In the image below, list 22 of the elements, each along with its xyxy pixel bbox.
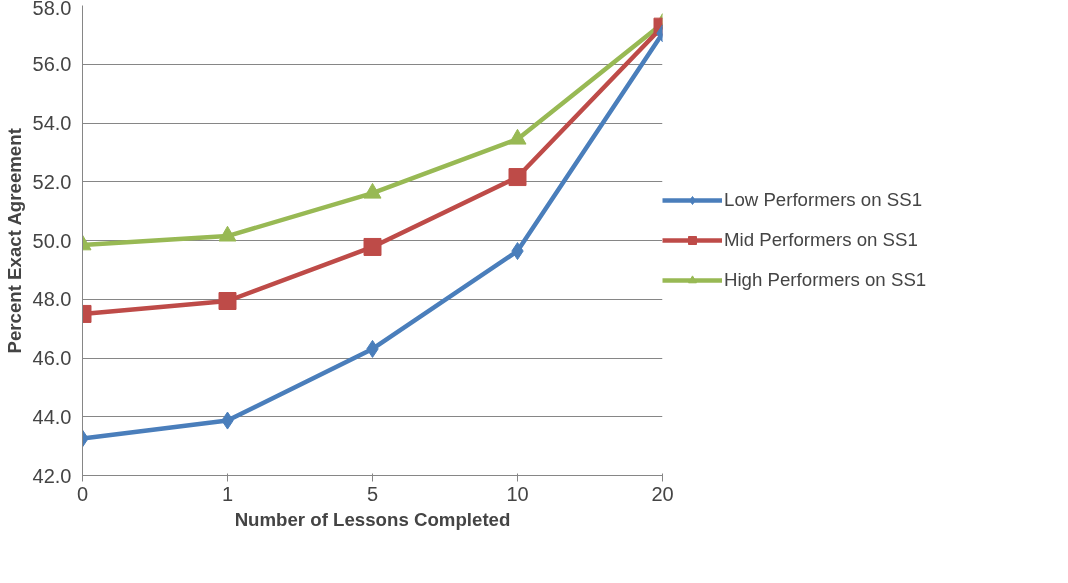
y-tick-label: 44.0 <box>32 405 72 428</box>
x-tick-label: 0 <box>76 482 89 505</box>
y-tick-label: 58.0 <box>32 0 72 19</box>
y-tick-label: 46.0 <box>32 347 72 369</box>
x-tick-label: 10 <box>506 482 529 505</box>
y-tick-label: 56.0 <box>32 53 72 76</box>
x-axis-title: Number of Lessons Completed <box>234 508 511 530</box>
legend-label: High Performers on SS1 <box>724 269 927 291</box>
x-tick-label: 20 <box>651 482 674 505</box>
x-tick-label: 5 <box>366 482 379 505</box>
legend-label: Low Performers on SS1 <box>724 189 923 211</box>
y-tick-label: 48.0 <box>32 288 72 311</box>
point <box>363 237 382 256</box>
y-axis-title: Percent Exact Agreement <box>3 128 25 354</box>
y-tick-label: 50.0 <box>32 229 72 252</box>
point <box>508 168 527 187</box>
legend-label: Mid Performers on SS1 <box>724 229 918 251</box>
y-tick-label: 42.0 <box>32 464 72 487</box>
y-tick-label: 52.0 <box>32 170 72 193</box>
x-tick-label: 1 <box>221 482 234 505</box>
y-tick-label: 54.0 <box>32 112 72 134</box>
point <box>218 292 237 311</box>
